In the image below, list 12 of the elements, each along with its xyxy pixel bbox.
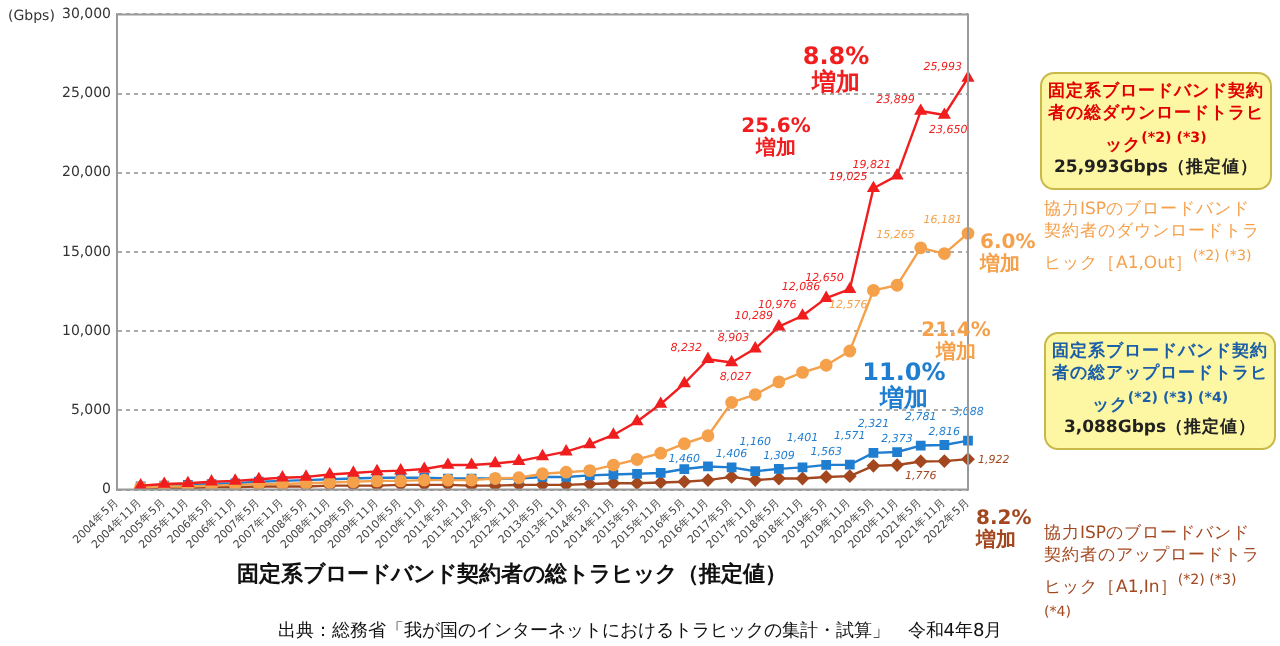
annotation: 25.6% 増加 <box>739 116 813 160</box>
annotation: 8.8% 増加 <box>800 42 872 96</box>
text: 協力ISPのブロードバンド契約者のダウンロードトラヒック［A1,Out］$^{(*2) (*3)}$ <box>1044 200 1260 274</box>
text: 固定系ブロードバンド契約者の総ダウンロードトラヒック$^{(*2) (*3)}$ <box>1048 82 1264 156</box>
text: 固定系ブロードバンド契約者の総トラヒック（推定値） <box>237 560 787 587</box>
text: 8.2% 増加 <box>976 508 1032 552</box>
annotation: 11.0% 増加 <box>862 358 946 412</box>
source-note: 出典：総務省「我が国のインターネットにおけるトラヒックの集計・試算」 令和4年8月 <box>275 619 1005 644</box>
text: 6.0% 増加 <box>980 232 1036 276</box>
text: 固定系ブロードバンド契約者の総アップロードトラヒック$^{(*2) (*3) (*4)}$ <box>1052 342 1268 416</box>
text: 25,993Gbps（推定値） <box>1051 157 1260 180</box>
text: 3,088Gbps（推定値） <box>1061 417 1259 440</box>
